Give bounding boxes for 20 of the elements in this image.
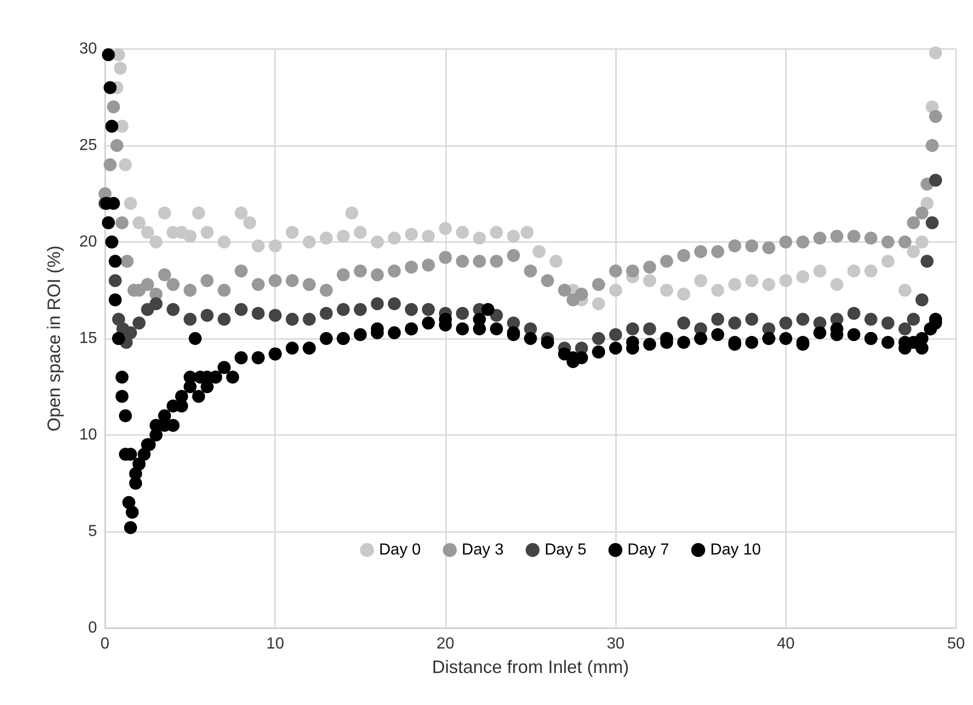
legend-label: Day 10 <box>710 542 761 558</box>
y-tick-label: 0 <box>88 620 98 636</box>
y-tick-label: 15 <box>79 330 98 347</box>
legend-label: Day 7 <box>627 542 670 558</box>
y-tick-label: 30 <box>79 40 98 58</box>
y-tick-label: 5 <box>88 523 98 540</box>
x-tick-label: 10 <box>266 636 284 652</box>
y-tick-label: 25 <box>79 137 98 154</box>
legend-label: Day 3 <box>462 542 504 558</box>
y-tick-label: 10 <box>79 426 98 444</box>
x-tick-label: 30 <box>606 636 625 652</box>
y-axis-title: Open space in ROI (%) <box>44 245 64 432</box>
x-tick-label: 40 <box>776 636 795 652</box>
x-axis-title: Distance from Inlet (mm) <box>432 657 630 677</box>
y-tick-label: 20 <box>79 234 98 250</box>
legend-label: Day 5 <box>544 542 586 558</box>
x-tick-label: 20 <box>436 636 454 652</box>
x-tick-label: 50 <box>947 636 965 652</box>
legend-label: Day 0 <box>379 542 421 558</box>
x-tick-label: 0 <box>100 636 110 652</box>
